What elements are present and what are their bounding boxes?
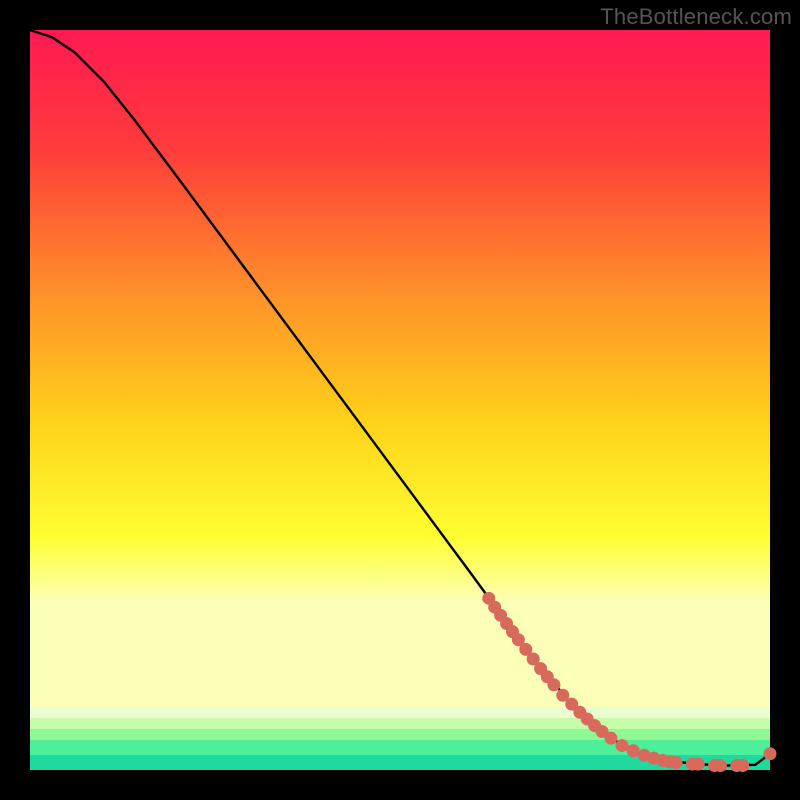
data-marker bbox=[547, 678, 560, 691]
data-marker bbox=[714, 759, 727, 772]
bottleneck-curve bbox=[30, 30, 770, 766]
data-marker bbox=[616, 739, 629, 752]
plot-area bbox=[30, 30, 770, 770]
data-marker bbox=[692, 758, 705, 771]
data-marker bbox=[736, 759, 749, 772]
curve-layer bbox=[30, 30, 770, 770]
data-markers bbox=[482, 592, 776, 772]
data-marker bbox=[604, 732, 617, 745]
data-marker bbox=[764, 747, 777, 760]
data-marker bbox=[670, 756, 683, 769]
attribution-text: TheBottleneck.com bbox=[600, 4, 792, 30]
chart-frame: TheBottleneck.com bbox=[0, 0, 800, 800]
data-marker bbox=[627, 744, 640, 757]
